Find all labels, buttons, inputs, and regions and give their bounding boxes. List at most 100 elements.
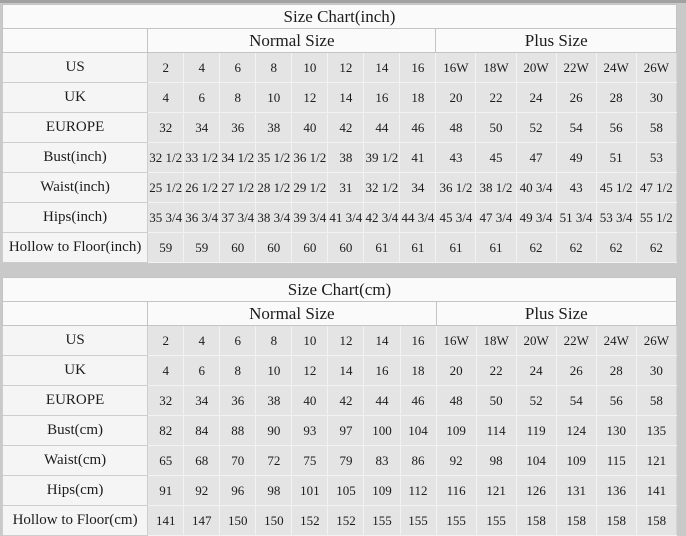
- size-value-cell: 42: [327, 385, 365, 416]
- size-value-cell: 28: [595, 82, 637, 113]
- size-value-cell: 14: [327, 82, 365, 113]
- size-value-cell: 14: [363, 52, 401, 83]
- size-value-cell: 116: [435, 475, 477, 506]
- size-value-cell: 14: [363, 325, 401, 356]
- size-value-cell: 29 1/2: [291, 172, 329, 203]
- size-value-cell: 41 3/4: [327, 202, 365, 233]
- size-value-cell: 25 1/2: [147, 172, 185, 203]
- size-value-cell: 18W: [475, 325, 517, 356]
- size-value-cell: 22: [475, 355, 517, 386]
- size-value-cell: 49 3/4: [515, 202, 557, 233]
- size-value-cell: 38: [255, 112, 293, 143]
- size-value-cell: 37 3/4: [219, 202, 257, 233]
- size-value-cell: 45 3/4: [435, 202, 477, 233]
- size-value-cell: 152: [291, 505, 329, 536]
- size-value-cell: 60: [291, 232, 329, 263]
- size-value-cell: 75: [291, 445, 329, 476]
- row-label: EUROPE: [1, 385, 149, 416]
- size-value-cell: 18: [399, 82, 437, 113]
- size-value-cell: 26: [555, 355, 597, 386]
- size-value-cell: 93: [291, 415, 329, 446]
- size-value-cell: 62: [635, 232, 678, 263]
- size-value-cell: 22: [475, 82, 517, 113]
- size-value-cell: 88: [219, 415, 257, 446]
- size-value-cell: 136: [595, 475, 637, 506]
- size-value-cell: 2: [147, 52, 185, 83]
- chart-title-row: Size Chart(inch): [2, 4, 677, 29]
- size-value-cell: 36 1/2: [291, 142, 329, 173]
- group-header-plus-size: Plus Size: [435, 28, 677, 53]
- size-value-cell: 12: [327, 325, 365, 356]
- size-value-cell: 34: [183, 112, 221, 143]
- size-value-cell: 130: [595, 415, 637, 446]
- table-row: Hollow to Floor(inch) 59 59 60 60 60 60 61 61 61 6…: [1, 232, 678, 263]
- table-row: Waist(cm) 65 68 70 72 75 79 83 86 92 98 104 109 115 12…: [1, 445, 678, 476]
- group-header-plus-size: Plus Size: [435, 301, 678, 326]
- size-value-cell: 96: [219, 475, 257, 506]
- size-value-cell: 36: [219, 112, 257, 143]
- size-value-cell: 36: [219, 385, 257, 416]
- size-value-cell: 32: [147, 112, 185, 143]
- size-value-cell: 52: [515, 112, 557, 143]
- size-value-cell: 34 1/2: [219, 142, 257, 173]
- size-value-cell: 16: [363, 82, 401, 113]
- size-value-cell: 61: [363, 232, 401, 263]
- table-row: Bust(cm) 82 84 88 90 93 97 100 104 109 114 119 124 13…: [1, 415, 678, 446]
- size-value-cell: 20W: [515, 52, 557, 83]
- size-value-cell: 35 3/4: [147, 202, 185, 233]
- size-value-cell: 14: [327, 355, 365, 386]
- size-value-cell: 42: [327, 112, 365, 143]
- size-value-cell: 24W: [595, 325, 637, 356]
- size-value-cell: 56: [595, 112, 637, 143]
- size-value-cell: 62: [515, 232, 557, 263]
- size-value-cell: 16: [363, 355, 401, 386]
- size-value-cell: 16W: [435, 325, 477, 356]
- size-value-cell: 6: [219, 325, 257, 356]
- size-value-cell: 2: [147, 325, 185, 356]
- row-label: Bust(inch): [1, 142, 149, 173]
- size-value-cell: 32 1/2: [147, 142, 185, 173]
- group-header-row: Normal Size Plus Size: [1, 28, 677, 53]
- size-value-cell: 155: [399, 505, 437, 536]
- size-value-cell: 59: [183, 232, 221, 263]
- size-value-cell: 50: [475, 112, 517, 143]
- size-value-cell: 147: [183, 505, 221, 536]
- size-value-cell: 58: [635, 385, 678, 416]
- size-value-cell: 18: [399, 355, 437, 386]
- table-row: Bust(inch) 32 1/2 33 1/2 34 1/2 35 1/2 36 1/2…: [1, 142, 678, 173]
- size-value-cell: 30: [635, 82, 678, 113]
- size-value-cell: 126: [515, 475, 557, 506]
- size-value-cell: 44: [363, 385, 401, 416]
- size-value-cell: 61: [475, 232, 517, 263]
- corner-cell: [1, 301, 149, 326]
- table-row: US 2 4 6 8 10 12 14 16 16W 18W 20W 22W 24W 26W: [1, 325, 678, 356]
- size-value-cell: 68: [183, 445, 221, 476]
- size-value-cell: 10: [291, 325, 329, 356]
- size-value-cell: 16W: [435, 52, 477, 83]
- chart-title-row: Size Chart(cm): [2, 277, 677, 302]
- chart-title: Size Chart(inch): [2, 4, 677, 29]
- size-value-cell: 62: [555, 232, 597, 263]
- table-row: US 2 4 6 8 10 12 14 16 16W 18W 20W 22W 24W 26W: [1, 52, 678, 83]
- size-value-cell: 36 3/4: [183, 202, 221, 233]
- size-value-cell: 4: [183, 52, 221, 83]
- size-value-cell: 61: [435, 232, 477, 263]
- size-value-cell: 12: [291, 82, 329, 113]
- size-value-cell: 98: [255, 475, 293, 506]
- size-value-cell: 51 3/4: [555, 202, 597, 233]
- size-value-cell: 32 1/2: [363, 172, 401, 203]
- size-value-cell: 10: [255, 82, 293, 113]
- size-value-cell: 61: [399, 232, 437, 263]
- size-value-cell: 92: [435, 445, 477, 476]
- table-row: EUROPE 32 34 36 38 40 42 44 46 48 50 52 54 56 58: [1, 385, 678, 416]
- size-value-cell: 97: [327, 415, 365, 446]
- size-value-cell: 26W: [635, 52, 678, 83]
- size-value-cell: 105: [327, 475, 365, 506]
- size-value-cell: 131: [555, 475, 597, 506]
- size-value-cell: 152: [327, 505, 365, 536]
- size-value-cell: 8: [255, 52, 293, 83]
- size-value-cell: 51: [595, 142, 637, 173]
- size-value-cell: 59: [147, 232, 185, 263]
- size-value-cell: 98: [475, 445, 517, 476]
- size-value-cell: 47 1/2: [635, 172, 678, 203]
